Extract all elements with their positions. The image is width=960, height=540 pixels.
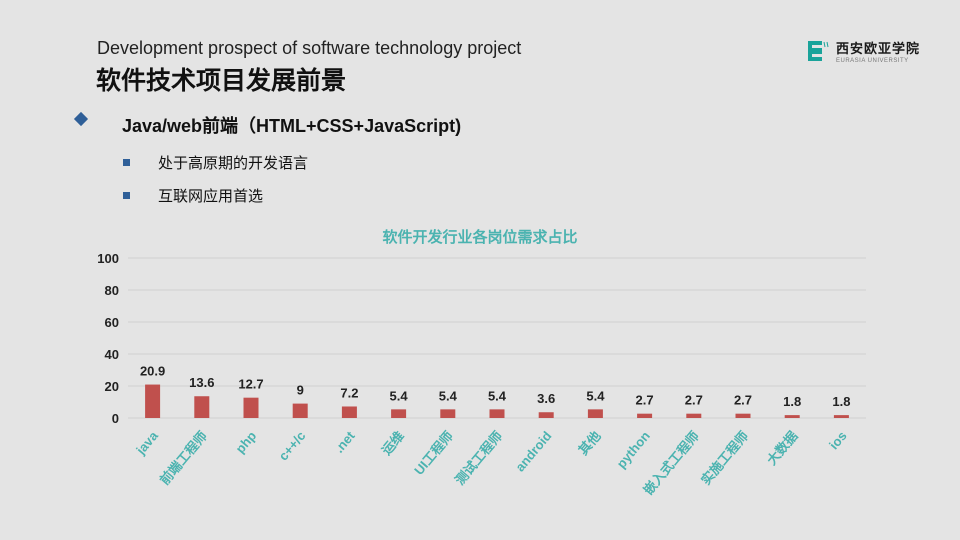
y-tick-label: 60 [105,315,119,330]
x-tick-label: ios [826,428,850,452]
x-tick-label: 实施工程师 [698,428,751,487]
data-label: 2.7 [685,393,703,408]
x-tick-label: UI工程师 [411,428,456,477]
x-tick-label: 前端工程师 [157,428,210,487]
y-tick-label: 40 [105,347,119,362]
square-bullet-icon [123,159,130,166]
bar [243,397,259,418]
x-tick-label: .net [331,428,358,456]
data-label: 9 [297,383,304,398]
logo-name-en: EURASIA UNIVERSITY [836,58,909,64]
logo-mark-icon [808,41,829,61]
bar [538,412,554,418]
x-tick-label: 测试工程师 [452,428,505,487]
bar [784,415,800,418]
x-tick-label: 其他 [575,428,603,458]
data-label: 20.9 [140,364,165,379]
x-tick-label: php [232,428,259,456]
bar [587,409,603,418]
bar [833,415,849,418]
y-tick-label: 0 [112,411,119,426]
sub-bullet-text: 互联网应用首选 [158,188,264,205]
logo-name-cn: 西安欧亚学院 [836,41,921,56]
main-bullet: Java/web前端（HTML+CSS+JavaScript) [73,111,461,136]
data-label: 1.8 [783,394,801,409]
sub-bullet: 互联网应用首选 [123,185,263,206]
bar [440,409,456,418]
data-label: 5.4 [439,388,458,403]
bar [637,413,653,418]
university-logo: 西安欧亚学院 EURASIA UNIVERSITY [808,38,920,64]
data-label: 2.7 [734,393,752,408]
bar [341,406,357,418]
chart-title: 软件开发行业各岗位需求占比 [382,229,578,246]
data-label: 7.2 [340,385,358,400]
y-tick-label: 100 [97,251,119,266]
data-label: 1.8 [832,394,850,409]
x-tick-label: android [512,428,554,474]
bar [194,396,210,418]
bar [145,384,161,418]
x-tick-label: 运维 [379,428,407,458]
sub-bullet-text: 处于高原期的开发语言 [158,155,309,172]
y-tick-label: 20 [105,379,119,394]
data-label: 2.7 [636,393,654,408]
y-tick-label: 80 [105,283,119,298]
x-tick-label: 大数据 [764,428,801,468]
x-tick-label: c++/c [276,428,309,463]
bar [686,413,702,418]
data-label: 5.4 [390,388,409,403]
data-label: 3.6 [537,391,555,406]
bar [489,409,505,418]
subtitle-english: Development prospect of software technol… [97,38,522,58]
bar [735,413,751,418]
data-label: 5.4 [586,388,605,403]
data-label: 12.7 [238,377,263,392]
bar [391,409,407,418]
main-bullet-text: Java/web前端（HTML+CSS+JavaScript) [122,116,462,136]
bar [292,403,308,418]
sub-bullet: 处于高原期的开发语言 [123,152,308,173]
data-label: 5.4 [488,388,507,403]
x-tick-label: python [614,428,653,471]
square-bullet-icon [123,192,130,199]
x-tick-label: java [132,428,161,458]
page-title: 软件技术项目发展前景 [96,67,347,95]
data-label: 13.6 [189,375,214,390]
